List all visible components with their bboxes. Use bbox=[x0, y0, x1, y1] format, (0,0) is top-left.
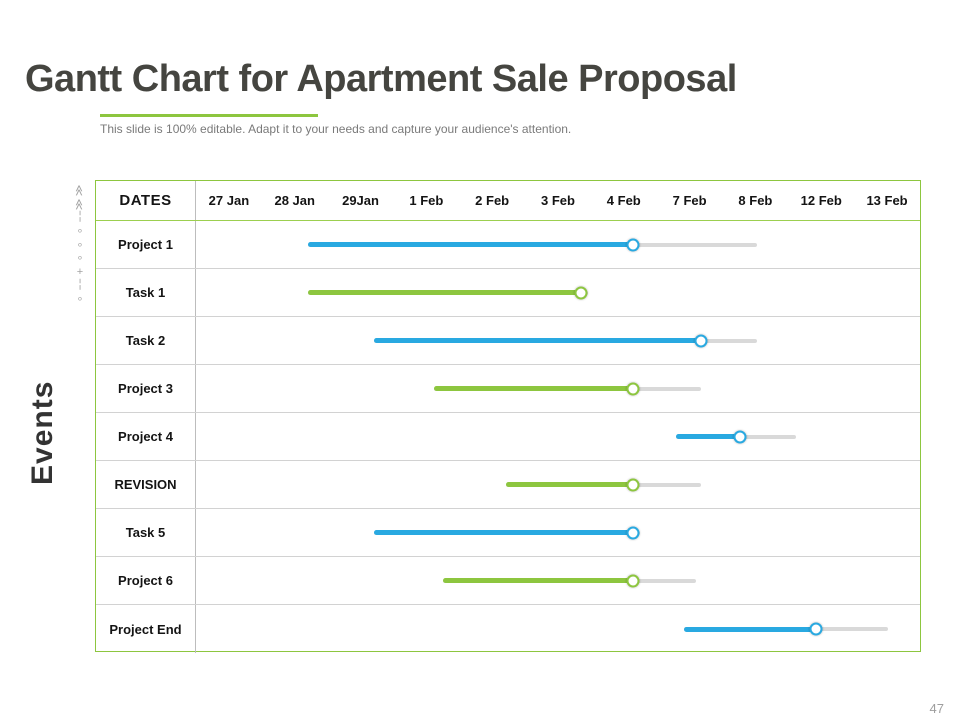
gantt-cell bbox=[196, 413, 920, 460]
bar-handle[interactable] bbox=[626, 574, 640, 587]
row-label: Task 1 bbox=[96, 269, 196, 316]
gantt-row: Task 5 bbox=[96, 509, 920, 557]
bar-handle[interactable] bbox=[626, 238, 640, 251]
bar-handle[interactable] bbox=[809, 622, 823, 636]
dotted-line-icon: ╎ bbox=[76, 279, 84, 292]
date-header: 7 Feb bbox=[672, 193, 707, 208]
gantt-cell bbox=[196, 605, 920, 653]
date-header: 3 Feb bbox=[540, 193, 575, 208]
dates-header-cell: DATES bbox=[96, 181, 196, 220]
gantt-cell bbox=[196, 221, 920, 268]
page-title: Gantt Chart for Apartment Sale Proposal bbox=[25, 58, 737, 100]
progress-bar-green bbox=[506, 482, 634, 487]
bar-handle[interactable] bbox=[694, 334, 708, 347]
dotted-line-icon: ∘ bbox=[76, 224, 84, 237]
page-number: 47 bbox=[929, 701, 944, 716]
row-label: Project 1 bbox=[96, 221, 196, 268]
gantt-cell bbox=[196, 461, 920, 508]
date-header: 8 Feb bbox=[738, 193, 773, 208]
date-header: 29Jan bbox=[342, 193, 379, 208]
progress-bar-blue bbox=[374, 338, 702, 343]
dotted-line-icon: + bbox=[76, 265, 84, 278]
date-column-headers: 27 Jan 28 Jan 29Jan 1 Feb 2 Feb 3 Feb 4 Feb 7 F… bbox=[196, 181, 920, 220]
progress-bar-green bbox=[307, 290, 582, 295]
chevron-up-icon: ≫ bbox=[73, 198, 86, 210]
gantt-row: Project 3 bbox=[96, 365, 920, 413]
gantt-cell bbox=[196, 509, 920, 556]
date-header: 28 Jan bbox=[274, 193, 315, 208]
gantt-row: Project 4 bbox=[96, 413, 920, 461]
gantt-row: Task 1 bbox=[96, 269, 920, 317]
subtitle: This slide is 100% editable. Adapt it to… bbox=[100, 122, 572, 136]
row-label: Project 4 bbox=[96, 413, 196, 460]
row-label: Project End bbox=[96, 605, 196, 653]
progress-bar-green bbox=[434, 386, 634, 391]
gantt-cell bbox=[196, 269, 920, 316]
date-header: 2 Feb bbox=[475, 193, 510, 208]
date-header: 4 Feb bbox=[606, 193, 641, 208]
row-label: Task 5 bbox=[96, 509, 196, 556]
progress-bar-green bbox=[443, 578, 634, 583]
events-axis-label: Events bbox=[26, 358, 70, 508]
decorative-marker-icons: ≫ ≫ ╎ ∘ ∘ ∘ + ╎ ∘ bbox=[70, 184, 90, 306]
gantt-row: Project End bbox=[96, 605, 920, 653]
progress-bar-blue bbox=[374, 530, 634, 535]
gantt-row: Project 6 bbox=[96, 557, 920, 605]
dotted-line-icon: ∘ bbox=[76, 293, 84, 306]
row-label: Project 6 bbox=[96, 557, 196, 604]
gantt-row: Project 1 bbox=[96, 221, 920, 269]
row-label: Project 3 bbox=[96, 365, 196, 412]
row-label: Task 2 bbox=[96, 317, 196, 364]
bar-handle[interactable] bbox=[574, 286, 588, 299]
bar-handle[interactable] bbox=[626, 478, 640, 491]
gantt-cell bbox=[196, 365, 920, 412]
chevron-up-icon: ≫ bbox=[73, 184, 86, 197]
progress-bar-blue bbox=[684, 626, 816, 632]
gantt-chart-table: DATES 27 Jan 28 Jan 29Jan 1 Feb 2 Feb 3 Feb 4 … bbox=[95, 180, 921, 653]
gantt-cell bbox=[196, 557, 920, 604]
gantt-cell bbox=[196, 317, 920, 364]
row-label: REVISION bbox=[96, 461, 196, 508]
title-underline bbox=[100, 114, 318, 117]
events-axis-label-text: Events bbox=[26, 380, 59, 486]
gantt-row: Task 2 bbox=[96, 317, 920, 365]
progress-bar-blue bbox=[307, 242, 634, 247]
bar-handle[interactable] bbox=[626, 382, 640, 395]
gantt-row: REVISION bbox=[96, 461, 920, 509]
bar-handle[interactable] bbox=[626, 526, 640, 539]
date-header: 27 Jan bbox=[208, 193, 250, 208]
dotted-line-icon: ╎ bbox=[76, 211, 84, 224]
date-header: 1 Feb bbox=[409, 193, 444, 208]
dotted-line-icon: ∘ bbox=[76, 238, 84, 251]
date-header: 12 Feb bbox=[800, 193, 842, 208]
gantt-header-row: DATES 27 Jan 28 Jan 29Jan 1 Feb 2 Feb 3 Feb 4 … bbox=[96, 181, 920, 221]
progress-bar-blue bbox=[675, 434, 740, 439]
date-header: 13 Feb bbox=[866, 193, 908, 208]
bar-handle[interactable] bbox=[733, 430, 747, 443]
dotted-line-icon: ∘ bbox=[76, 252, 84, 265]
